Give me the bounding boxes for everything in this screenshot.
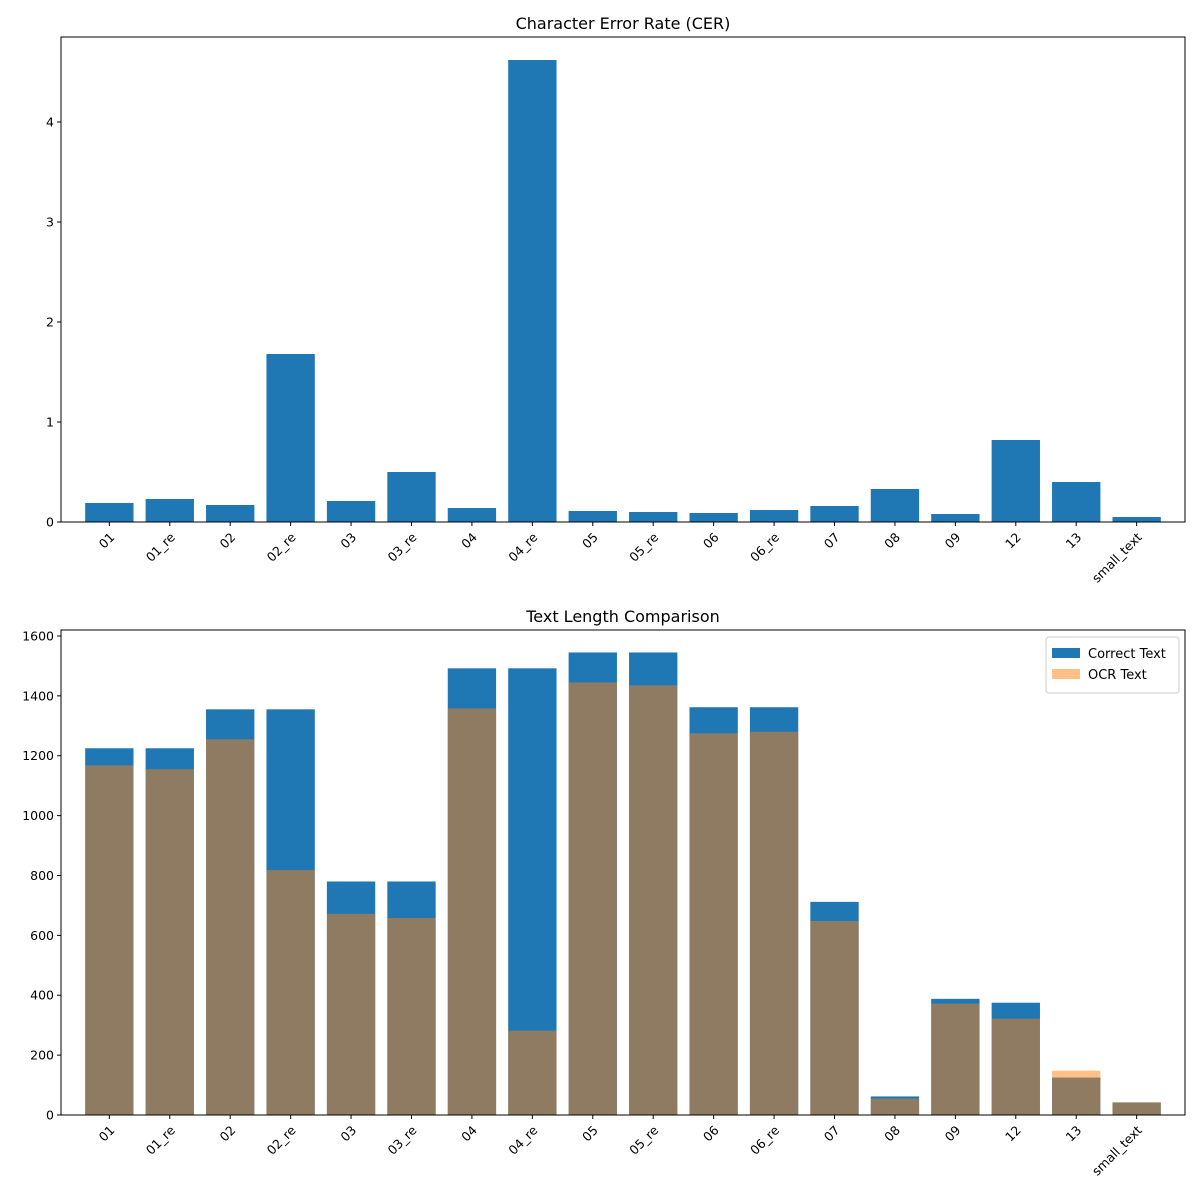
x-tick-label: 04 [458, 1122, 480, 1144]
y-tick-label: 1400 [22, 688, 54, 703]
chart-title: Character Error Rate (CER) [516, 14, 731, 33]
x-tick-label: 07 [821, 530, 843, 552]
bar-1-03_re [387, 472, 436, 522]
bar-1-05 [568, 511, 617, 522]
bar-2-05_re [629, 685, 678, 1115]
y-tick-label: 600 [30, 928, 54, 943]
legend-swatch-2 [1052, 669, 1080, 679]
x-tick-label: 04_re [505, 529, 540, 564]
x-tick-label: 13 [1062, 1123, 1084, 1145]
y-tick-label: 0 [46, 515, 54, 530]
plot-frame [60, 36, 1186, 523]
bar-1-13 [1052, 482, 1101, 522]
x-tick-label: 05_re [626, 1122, 661, 1157]
bar-1-03 [326, 501, 376, 522]
bar-1-12 [991, 440, 1040, 522]
y-tick-label: 2 [46, 315, 54, 330]
y-tick-label: 0 [46, 1108, 54, 1123]
y-tick-label: 400 [30, 988, 54, 1003]
bar-1-07 [810, 506, 859, 522]
legend: Correct Text OCR Text [1045, 636, 1180, 694]
bar-2-small_text [1112, 1102, 1161, 1115]
bar-2-12 [991, 1018, 1040, 1115]
bar-2-04_re [508, 1030, 557, 1115]
y-tick-label: 4 [46, 115, 54, 130]
plot-frame [60, 629, 1186, 1116]
bar-2-03_re [387, 918, 436, 1115]
bar-1-02_re [266, 354, 315, 522]
bar-1-02 [206, 505, 255, 522]
bar-1-05_re [629, 512, 678, 522]
bar-2-03 [326, 913, 376, 1115]
bar-2-07 [810, 921, 859, 1115]
bar-2-09 [931, 1003, 980, 1115]
bar-1-small_text [1112, 517, 1161, 522]
bar-1-04 [447, 508, 497, 522]
x-tick-label: 02 [216, 1123, 238, 1145]
y-tick-label: 800 [30, 868, 54, 883]
y-tick-label: 3 [46, 215, 54, 230]
bar-1-04_re [508, 60, 557, 522]
bar-2-13 [1052, 1070, 1101, 1115]
x-tick-label: 01 [96, 1123, 118, 1145]
bar-2-01_re [145, 769, 194, 1115]
x-tick-label: 08 [881, 529, 903, 551]
x-tick-label: 02_re [264, 529, 299, 564]
bar-2-01 [85, 765, 134, 1115]
x-tick-label: small_text [1089, 529, 1145, 585]
x-tick-label: 06 [700, 529, 722, 551]
bar-1-01 [85, 503, 134, 522]
x-tick-label: 05_re [626, 529, 661, 564]
x-tick-label: 04_re [505, 1122, 540, 1157]
x-tick-label: 05 [579, 1123, 601, 1145]
x-tick-label: 01_re [143, 529, 178, 564]
y-tick-label: 1600 [22, 628, 54, 643]
bar-1-06_re [749, 510, 799, 522]
y-tick-label: 1200 [22, 748, 54, 763]
legend-swatch-1 [1052, 648, 1080, 658]
x-tick-label: 08 [881, 1122, 903, 1144]
legend-box [1045, 636, 1180, 694]
y-tick-label: 1 [46, 415, 54, 430]
x-tick-label: 03 [337, 530, 359, 552]
x-tick-label: 01 [96, 530, 118, 552]
bar-1-01_re [145, 499, 194, 522]
bar-1-08 [870, 489, 920, 522]
bar-1-09 [931, 514, 980, 522]
chart-title: Text Length Comparison [525, 607, 720, 626]
x-tick-label: 06_re [747, 529, 782, 564]
legend-label-2: OCR Text [1088, 668, 1147, 683]
bar-2-08 [870, 1098, 920, 1115]
bar-2-06 [689, 733, 738, 1115]
x-tick-label: 03_re [384, 529, 419, 564]
legend-label-1: Correct Text [1088, 647, 1166, 662]
y-tick-label: 200 [30, 1048, 54, 1063]
x-tick-label: 02_re [264, 1122, 299, 1157]
x-tick-label: 04 [458, 529, 480, 551]
x-tick-label: 06 [700, 1122, 722, 1144]
bar-2-05 [568, 682, 617, 1115]
bar-2-02 [206, 739, 255, 1115]
x-tick-label: 09 [942, 529, 964, 551]
x-tick-label: 06_re [747, 1122, 782, 1157]
x-tick-label: 05 [579, 530, 601, 552]
x-tick-label: 09 [942, 1122, 964, 1144]
bar-2-06_re [749, 731, 799, 1115]
x-tick-label: 12 [1002, 1123, 1024, 1145]
x-tick-label: 02 [216, 530, 238, 552]
chart-panel-2: Text Length Comparison 0 200 400 600 800 1000 1… [22, 607, 1186, 1179]
x-tick-label: 07 [821, 1123, 843, 1145]
bar-2-04 [447, 708, 497, 1115]
bar-1-06 [689, 513, 738, 522]
x-tick-label: 01_re [143, 1122, 178, 1157]
x-tick-label: 12 [1002, 530, 1024, 552]
y-tick-label: 1000 [22, 808, 54, 823]
x-tick-label: 03 [337, 1123, 359, 1145]
bar-2-02_re [266, 870, 315, 1115]
x-tick-label: 13 [1062, 530, 1084, 552]
x-tick-label: small_text [1089, 1122, 1145, 1178]
x-tick-label: 03_re [384, 1122, 419, 1157]
